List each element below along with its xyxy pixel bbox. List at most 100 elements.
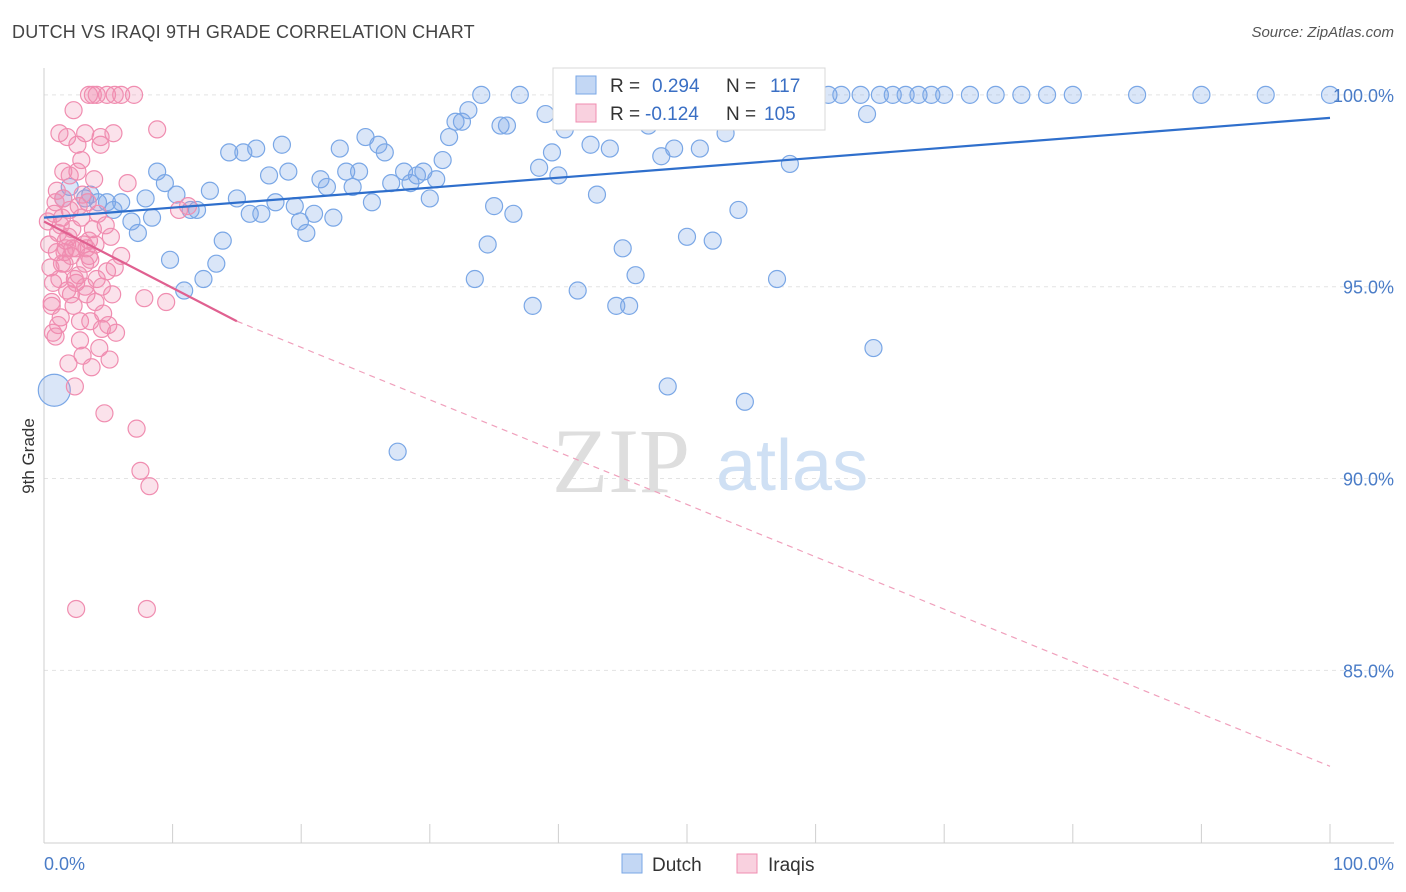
point-iraqis-73 (83, 85, 102, 104)
stat-n-value-iraqis: 105 (764, 104, 796, 125)
point-iraqis-48 (100, 350, 119, 369)
point-dutch-35 (290, 212, 310, 231)
point-dutch-61 (459, 101, 478, 120)
point-dutch-107 (909, 85, 928, 104)
point-iraqis-57 (127, 419, 146, 438)
point-iraqis-64 (169, 200, 189, 220)
point-iraqis-81 (43, 273, 63, 292)
point-dutch-72 (536, 104, 555, 124)
stats-box: R = 0.294 N = 117 R = -0.124 N = 105 (552, 67, 826, 131)
point-dutch-46 (362, 193, 382, 212)
point-dutch-115 (1127, 85, 1147, 104)
point-dutch-57 (433, 150, 452, 170)
point-iraqis-97 (52, 254, 72, 273)
point-dutch-116 (1192, 85, 1211, 104)
point-iraqis-68 (64, 101, 83, 120)
chart-source: Source: ZipAtlas.com (1251, 24, 1394, 41)
trend-line-dutch (43, 116, 1331, 219)
point-iraqis-96 (49, 315, 68, 335)
y-tick-labels: 100.0% 95.0% 90.0% 85.0% (1333, 86, 1394, 681)
y-tick-label-2: 90.0% (1343, 470, 1394, 490)
point-dutch-16 (167, 185, 186, 204)
point-dutch-74 (549, 166, 568, 185)
point-dutch-118 (1320, 85, 1340, 104)
point-iraqis-82 (47, 181, 66, 200)
point-dutch-29 (252, 204, 271, 223)
point-dutch-25 (227, 189, 246, 208)
point-iraqis-61 (140, 477, 159, 496)
stat-n-label-iraqis: N = (726, 104, 756, 125)
point-dutch-22 (207, 254, 226, 273)
point-iraqis-16 (59, 354, 78, 373)
point-dutch-117 (1256, 85, 1275, 104)
point-dutch-12 (142, 208, 162, 227)
point-iraqis-76 (97, 85, 117, 104)
point-iraqis-43 (94, 304, 113, 323)
point-dutch-28 (247, 139, 266, 158)
point-dutch-11 (136, 189, 155, 208)
point-iraqis-104 (92, 319, 111, 338)
point-dutch-41 (330, 139, 349, 158)
point-dutch-93 (735, 392, 754, 411)
series-dutch-points (37, 85, 1340, 461)
point-dutch-105 (883, 85, 902, 104)
point-dutch-62 (465, 269, 484, 289)
point-dutch-96 (780, 154, 799, 174)
point-dutch-109 (935, 85, 954, 104)
point-dutch-31 (266, 193, 285, 212)
point-dutch-100 (832, 85, 851, 104)
point-dutch-113 (1037, 85, 1057, 104)
point-iraqis-25 (70, 331, 90, 350)
point-iraqis-3 (42, 292, 61, 312)
point-dutch-69 (510, 85, 529, 104)
point-iraqis-72 (79, 85, 99, 104)
point-dutch-60 (452, 112, 472, 131)
point-dutch-112 (1012, 85, 1031, 104)
point-dutch-58 (439, 127, 459, 147)
point-iraqis-78 (112, 85, 131, 104)
point-iraqis-100 (69, 197, 88, 216)
point-dutch-20 (194, 269, 213, 289)
point-dutch-103 (864, 338, 883, 358)
point-dutch-34 (285, 197, 304, 216)
stats-swatch-iraqis (575, 103, 597, 123)
point-iraqis-87 (70, 312, 90, 331)
point-iraqis-21 (65, 377, 84, 396)
stat-r-value-dutch: 0.294 (652, 76, 700, 97)
point-iraqis-58 (131, 461, 150, 480)
trend-line-iraqis (43, 220, 238, 323)
point-iraqis-84 (60, 166, 79, 185)
point-iraqis-70 (72, 150, 91, 170)
point-dutch-65 (485, 197, 504, 216)
point-dutch-108 (922, 85, 941, 104)
point-dutch-81 (613, 239, 632, 258)
point-iraqis-88 (73, 346, 92, 365)
watermark: ZIP atlas (552, 410, 868, 512)
stat-n-value-dutch: 117 (770, 76, 800, 97)
point-dutch-40 (324, 208, 343, 227)
point-iraqis-55 (118, 173, 137, 193)
point-iraqis-45 (96, 216, 115, 235)
series-iraqis-points (38, 85, 198, 619)
point-dutch-21 (200, 181, 219, 200)
point-dutch-37 (304, 204, 324, 223)
point-dutch-32 (272, 135, 292, 154)
x-tick-label-min: 0.0% (44, 854, 85, 874)
trend-lines (43, 116, 1331, 767)
point-dutch-104 (870, 85, 890, 104)
point-iraqis-79 (67, 599, 86, 619)
point-dutch-36 (297, 223, 316, 243)
y-tick-label-3: 85.0% (1343, 661, 1394, 681)
point-iraqis-75 (91, 127, 110, 147)
point-dutch-67 (497, 116, 517, 135)
point-dutch-92 (729, 200, 748, 220)
point-dutch-71 (530, 158, 549, 177)
point-dutch-80 (607, 296, 626, 315)
point-dutch-15 (160, 250, 180, 269)
point-dutch-89 (690, 139, 709, 158)
point-dutch-88 (677, 227, 697, 246)
point-dutch-68 (504, 204, 523, 223)
point-dutch-73 (542, 143, 562, 162)
point-iraqis-60 (137, 599, 156, 619)
stats-swatch-dutch (575, 75, 597, 95)
